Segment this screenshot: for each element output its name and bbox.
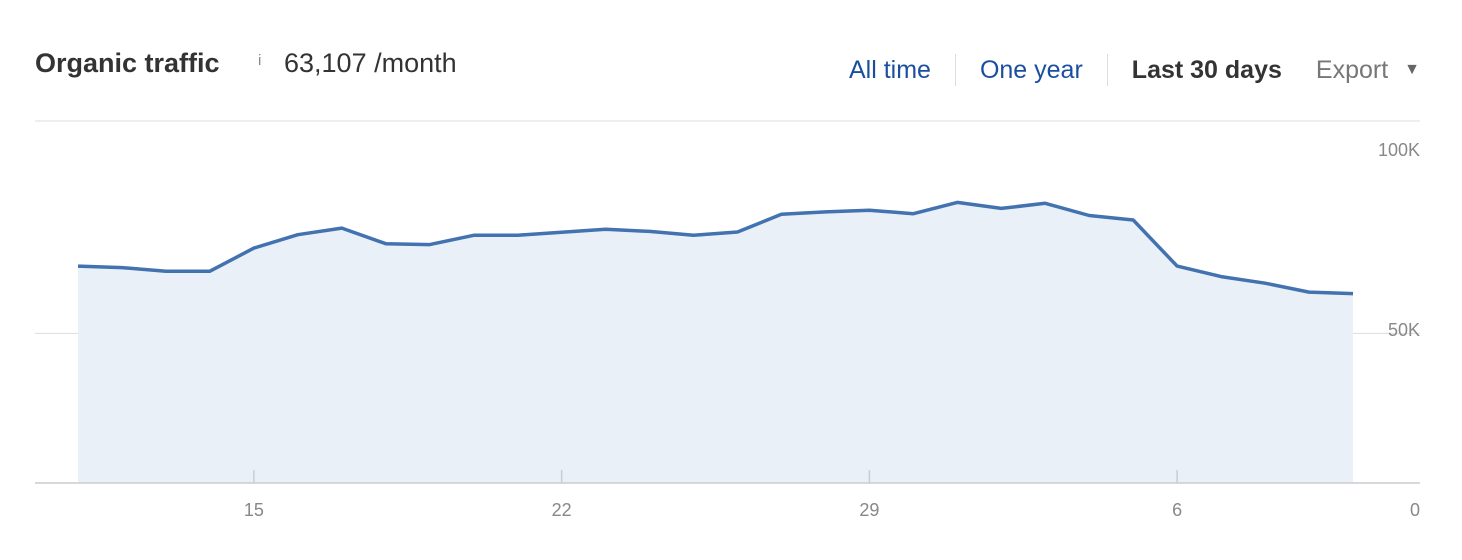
series-area bbox=[78, 202, 1353, 483]
tab-all-time[interactable]: All time bbox=[848, 55, 931, 84]
info-icon[interactable]: i bbox=[258, 52, 262, 69]
x-tick-label: 6 bbox=[1172, 500, 1182, 520]
divider bbox=[954, 54, 956, 86]
export-label: Export bbox=[1315, 55, 1389, 84]
series-line bbox=[77, 200, 1354, 296]
x-tick-label: 22 bbox=[552, 500, 572, 520]
x-tick-label: 29 bbox=[859, 500, 879, 520]
divider bbox=[1106, 54, 1108, 86]
export-button[interactable]: Export ▼ bbox=[1316, 56, 1420, 85]
range-controls: All time One year Last 30 days Export ▼ bbox=[849, 50, 1420, 90]
y-tick-label: 0 bbox=[1410, 500, 1420, 520]
traffic-value: 63,107 /month bbox=[284, 48, 457, 78]
chart-header: Organic traffic i 63,107 /month All time… bbox=[35, 44, 1420, 94]
caret-down-icon: ▼ bbox=[1404, 61, 1420, 78]
chart-title: Organic traffic bbox=[35, 48, 220, 78]
y-tick-label: 50K bbox=[1388, 320, 1420, 340]
tab-one-year[interactable]: One year bbox=[979, 55, 1083, 84]
y-tick-label: 100K bbox=[1378, 140, 1420, 160]
x-tick-label: 15 bbox=[244, 500, 264, 520]
tab-last-30-days[interactable]: Last 30 days bbox=[1131, 55, 1282, 84]
